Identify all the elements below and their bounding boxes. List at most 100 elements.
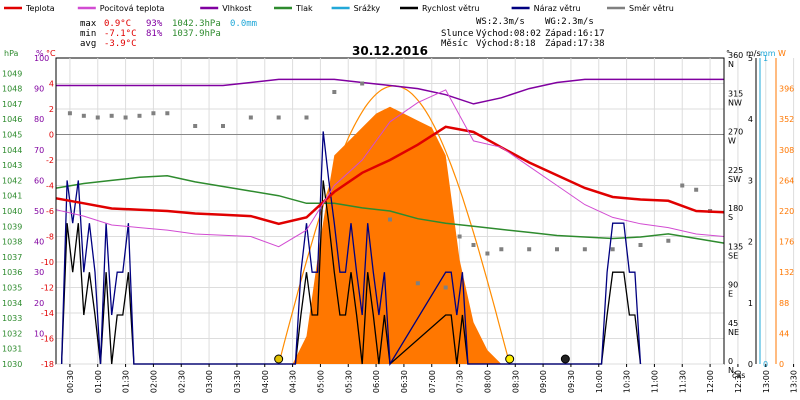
tick-label-time: 07:00: [428, 370, 437, 393]
tick-label-dir: 45: [728, 319, 738, 328]
tick-label-time: 04:00: [261, 370, 270, 393]
wind-direction-point: [457, 234, 462, 239]
stat-wg: WG:2.3m/s: [545, 17, 594, 27]
tick-label-time: 09:30: [567, 370, 576, 393]
legend-label: Náraz větru: [534, 4, 581, 13]
tick-label-temp: -4: [46, 182, 54, 191]
tick-label-dir: 135: [728, 242, 743, 251]
tick-label-time: 00:30: [66, 370, 75, 393]
tick-label-hpa: 1046: [2, 115, 22, 124]
tick-label-ms: 3: [748, 176, 753, 185]
tick-label-pct: 90: [34, 85, 44, 94]
tick-label-compass: N: [728, 366, 734, 375]
moonrise-time: Východ:8:18: [476, 39, 536, 49]
wind-direction-point: [485, 251, 490, 256]
tick-label-time: 13:30: [790, 370, 799, 393]
tick-label-hpa: 1038: [2, 238, 22, 247]
tick-label-temp: -18: [41, 360, 54, 369]
tick-label-dir: 360: [728, 51, 743, 60]
tick-label-time: 11:00: [650, 370, 659, 393]
legend-label: Teplota: [25, 4, 55, 13]
tick-label-temp: -12: [41, 284, 54, 293]
wind-direction-point: [666, 238, 671, 243]
wind-direction-point: [137, 113, 142, 118]
tick-label-temp: -8: [46, 233, 54, 242]
wind-direction-point: [527, 247, 532, 252]
legend-label: Tlak: [295, 4, 313, 13]
wind-direction-point: [388, 217, 392, 222]
wind-direction-point: [151, 111, 156, 116]
tick-label-w: 176: [779, 238, 794, 247]
tick-label-time: 06:30: [400, 370, 409, 393]
stat-min-temp: -7.1°C: [104, 29, 137, 39]
tick-label-hpa: 1033: [2, 314, 22, 323]
wind-direction-point: [165, 111, 170, 116]
tick-label-w: 88: [779, 299, 789, 308]
wind-direction-point: [471, 243, 476, 247]
tick-label-time: 03:30: [233, 370, 242, 393]
stat-min-hum: 81%: [146, 29, 163, 39]
tick-label-hpa: 1041: [2, 192, 22, 201]
legend-label: Směr větru: [629, 4, 674, 13]
wind-direction-point: [415, 281, 420, 286]
tick-label-dir: 0: [728, 357, 733, 366]
tick-label-time: 01:30: [122, 370, 131, 393]
tick-label-hpa: 1049: [2, 69, 22, 78]
tick-label-w: 0: [779, 360, 784, 369]
tick-label-compass: NE: [728, 328, 739, 337]
stat-ws: WS:2.3m/s: [476, 17, 525, 27]
tick-label-hpa: 1043: [2, 161, 22, 170]
wind-direction-point: [276, 115, 281, 120]
stat-max-temp: 0.9°C: [104, 19, 131, 29]
tick-label-pct: 20: [34, 299, 44, 308]
wind-direction-point: [582, 247, 587, 252]
tick-label-time: 02:00: [149, 370, 158, 393]
tick-label-temp: 0: [49, 131, 54, 140]
tick-label-time: 12:30: [734, 370, 743, 393]
series-temperature: [55, 125, 725, 226]
tick-label-time: 13:00: [762, 370, 771, 393]
tick-label-hpa: 1042: [2, 176, 22, 185]
tick-label-time: 08:30: [511, 370, 520, 393]
tick-label-dir: 225: [728, 166, 743, 175]
tick-label-hpa: 1031: [2, 345, 22, 354]
wind-direction-point: [109, 113, 114, 118]
wind-direction-point: [248, 115, 253, 120]
solar-area: [292, 106, 502, 364]
tick-label-hpa: 1035: [2, 284, 22, 293]
axis-unit-deg: °: [726, 49, 730, 58]
tick-label-mm: 1: [763, 54, 768, 63]
wind-direction-point: [193, 124, 198, 128]
tick-label-w: 308: [779, 146, 794, 155]
wind-direction-point: [638, 243, 643, 247]
tick-label-temp: -6: [46, 207, 54, 216]
tick-label-time: 05:30: [344, 370, 353, 393]
tick-label-compass: NW: [728, 98, 742, 107]
tick-label-temp: -14: [41, 309, 54, 318]
stat-max-press: 1042.3hPa: [172, 19, 221, 29]
tick-label-temp: 2: [49, 105, 54, 114]
tick-label-ms: 4: [748, 115, 753, 124]
moonset-icon: [560, 354, 570, 364]
tick-label-hpa: 1036: [2, 268, 22, 277]
tick-label-hpa: 1032: [2, 329, 22, 338]
wind-direction-point: [499, 247, 504, 252]
tick-label-time: 04:30: [289, 370, 298, 393]
tick-label-time: 06:00: [372, 370, 381, 393]
tick-label-pct: 80: [34, 115, 44, 124]
series-wind-gust: [60, 131, 642, 367]
tick-label-hpa: 1034: [2, 299, 22, 308]
tick-label-w: 352: [779, 115, 794, 124]
tick-label-pct: 70: [34, 146, 44, 155]
tick-label-hpa: 1045: [2, 131, 22, 140]
tick-label-time: 03:00: [205, 370, 214, 393]
tick-label-w: 264: [779, 176, 794, 185]
series-humidity: [56, 78, 724, 105]
wind-direction-point: [680, 183, 685, 188]
tick-label-pct: 40: [34, 238, 44, 247]
tick-label-hpa: 1030: [2, 360, 22, 369]
tick-label-hpa: 1037: [2, 253, 22, 262]
tick-label-dir: 270: [728, 128, 743, 137]
